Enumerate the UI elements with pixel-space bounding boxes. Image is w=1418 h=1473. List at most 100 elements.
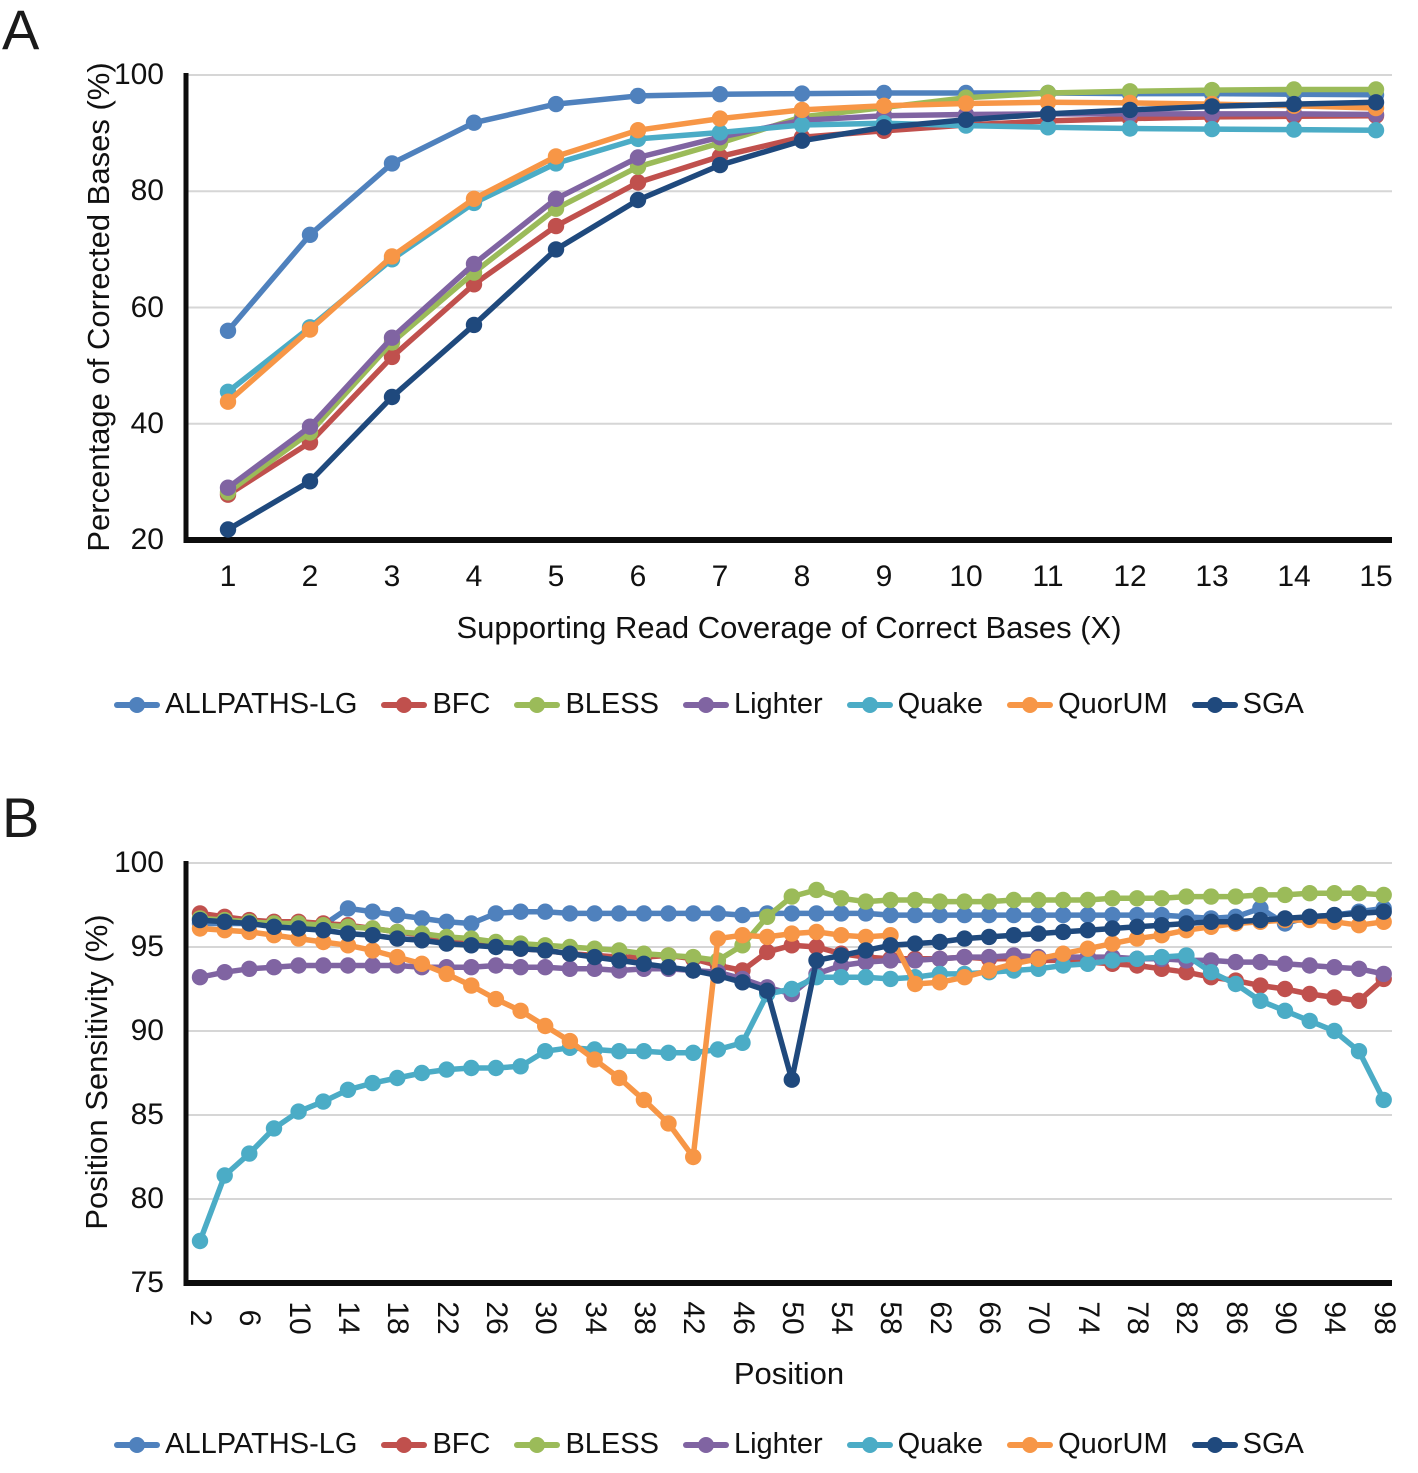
data-point-marker	[1030, 891, 1047, 909]
data-point-marker	[512, 959, 529, 976]
x-tick-label: 22	[430, 1301, 464, 1335]
data-point-marker	[857, 905, 874, 922]
data-point-marker	[1227, 888, 1244, 905]
data-point-marker	[1079, 940, 1097, 957]
data-point-marker	[364, 1074, 381, 1092]
x-tick-label: 1	[219, 560, 237, 593]
legend-item-SGA: SGA	[1191, 1428, 1304, 1461]
data-point-marker	[1276, 910, 1294, 927]
data-point-marker	[660, 1115, 677, 1132]
data-point-marker	[463, 959, 480, 976]
data-point-marker	[389, 930, 406, 947]
x-tick-label: 14	[331, 1301, 365, 1335]
legend-item-BFC: BFC	[381, 1428, 490, 1461]
x-tick-label: 30	[529, 1301, 563, 1335]
data-point-marker	[857, 969, 874, 986]
data-point-marker	[1285, 95, 1303, 113]
data-point-marker	[465, 316, 483, 334]
data-point-marker	[1276, 980, 1294, 998]
data-point-marker	[783, 937, 800, 954]
data-point-marker	[1054, 906, 1072, 924]
data-point-marker	[711, 124, 729, 141]
data-point-marker	[383, 388, 401, 406]
data-point-marker	[980, 928, 998, 946]
x-tick-label: 90	[1269, 1301, 1303, 1335]
data-point-marker	[1252, 953, 1269, 971]
data-point-marker	[219, 322, 237, 339]
data-point-marker	[1030, 906, 1047, 924]
data-point-marker	[783, 905, 800, 922]
data-point-marker	[1375, 903, 1392, 920]
data-point-marker	[957, 111, 975, 128]
data-point-marker	[315, 922, 332, 939]
data-point-marker	[438, 965, 455, 983]
data-point-marker	[1350, 992, 1368, 1009]
data-point-marker	[882, 952, 899, 969]
data-point-marker	[882, 937, 899, 954]
data-point-marker	[383, 348, 401, 366]
data-point-marker	[301, 473, 319, 490]
data-point-marker	[629, 122, 647, 139]
data-point-marker	[685, 1044, 702, 1062]
data-point-marker	[635, 905, 653, 922]
data-point-marker	[364, 957, 381, 974]
data-point-marker	[931, 950, 948, 967]
legend-line-marker-icon	[846, 1435, 893, 1455]
legend-label: ALLPATHS-LG	[165, 1428, 358, 1460]
data-point-marker	[685, 905, 702, 922]
series-line-SGA	[225, 99, 1379, 533]
data-point-marker	[191, 969, 209, 986]
data-point-marker	[547, 190, 565, 207]
data-point-marker	[1054, 945, 1072, 962]
data-point-marker	[1104, 906, 1121, 924]
data-point-marker	[547, 217, 565, 235]
data-point-marker	[1350, 905, 1368, 922]
data-point-marker	[487, 938, 505, 956]
data-point-marker	[1301, 957, 1318, 974]
legend-item-BLESS: BLESS	[514, 1428, 659, 1461]
data-point-marker	[611, 1069, 628, 1087]
data-point-marker	[1153, 948, 1170, 966]
data-point-marker	[635, 1091, 653, 1109]
data-point-marker	[512, 1002, 529, 1019]
data-point-marker	[463, 915, 480, 932]
data-point-marker	[1252, 886, 1269, 904]
legend-label: Lighter	[733, 1428, 823, 1460]
data-point-marker	[857, 953, 874, 971]
data-point-marker	[882, 891, 899, 909]
data-point-marker	[956, 893, 973, 910]
data-point-marker	[833, 905, 850, 922]
data-point-marker	[685, 962, 702, 979]
data-point-marker	[611, 952, 628, 969]
x-tick-label: 82	[1170, 1301, 1204, 1335]
data-point-marker	[1128, 950, 1146, 967]
data-point-marker	[629, 149, 647, 166]
y-tick-label: 95	[130, 930, 164, 963]
y-tick-label: 40	[130, 406, 164, 440]
legend-line-marker-icon	[381, 695, 428, 715]
data-point-marker	[290, 957, 307, 974]
data-point-marker	[1326, 1022, 1343, 1040]
data-point-marker	[660, 1044, 677, 1062]
series-markers-Quake	[191, 947, 1392, 1250]
data-point-marker	[808, 938, 825, 956]
data-point-marker	[1030, 925, 1047, 942]
data-point-marker	[759, 943, 776, 961]
data-point-marker	[629, 87, 647, 105]
data-point-marker	[956, 948, 973, 966]
data-point-marker	[882, 970, 899, 988]
data-point-marker	[1276, 886, 1294, 904]
legend-item-SGA: SGA	[1191, 688, 1304, 721]
x-tick-label: 7	[711, 560, 729, 593]
data-point-marker	[561, 945, 579, 962]
panel-b-legend: ALLPATHS-LG BFC BLESS Lighter Quake QuorUM SGA	[0, 1428, 1418, 1461]
panel-b-x-axis-title: Position	[733, 1356, 845, 1391]
data-point-marker	[980, 906, 998, 924]
data-point-marker	[1030, 950, 1047, 967]
data-point-marker	[1054, 957, 1072, 974]
legend-item-Quake: Quake	[846, 1428, 983, 1461]
data-point-marker	[833, 927, 850, 944]
data-point-marker	[413, 910, 431, 927]
x-tick-label: 18	[381, 1301, 415, 1335]
